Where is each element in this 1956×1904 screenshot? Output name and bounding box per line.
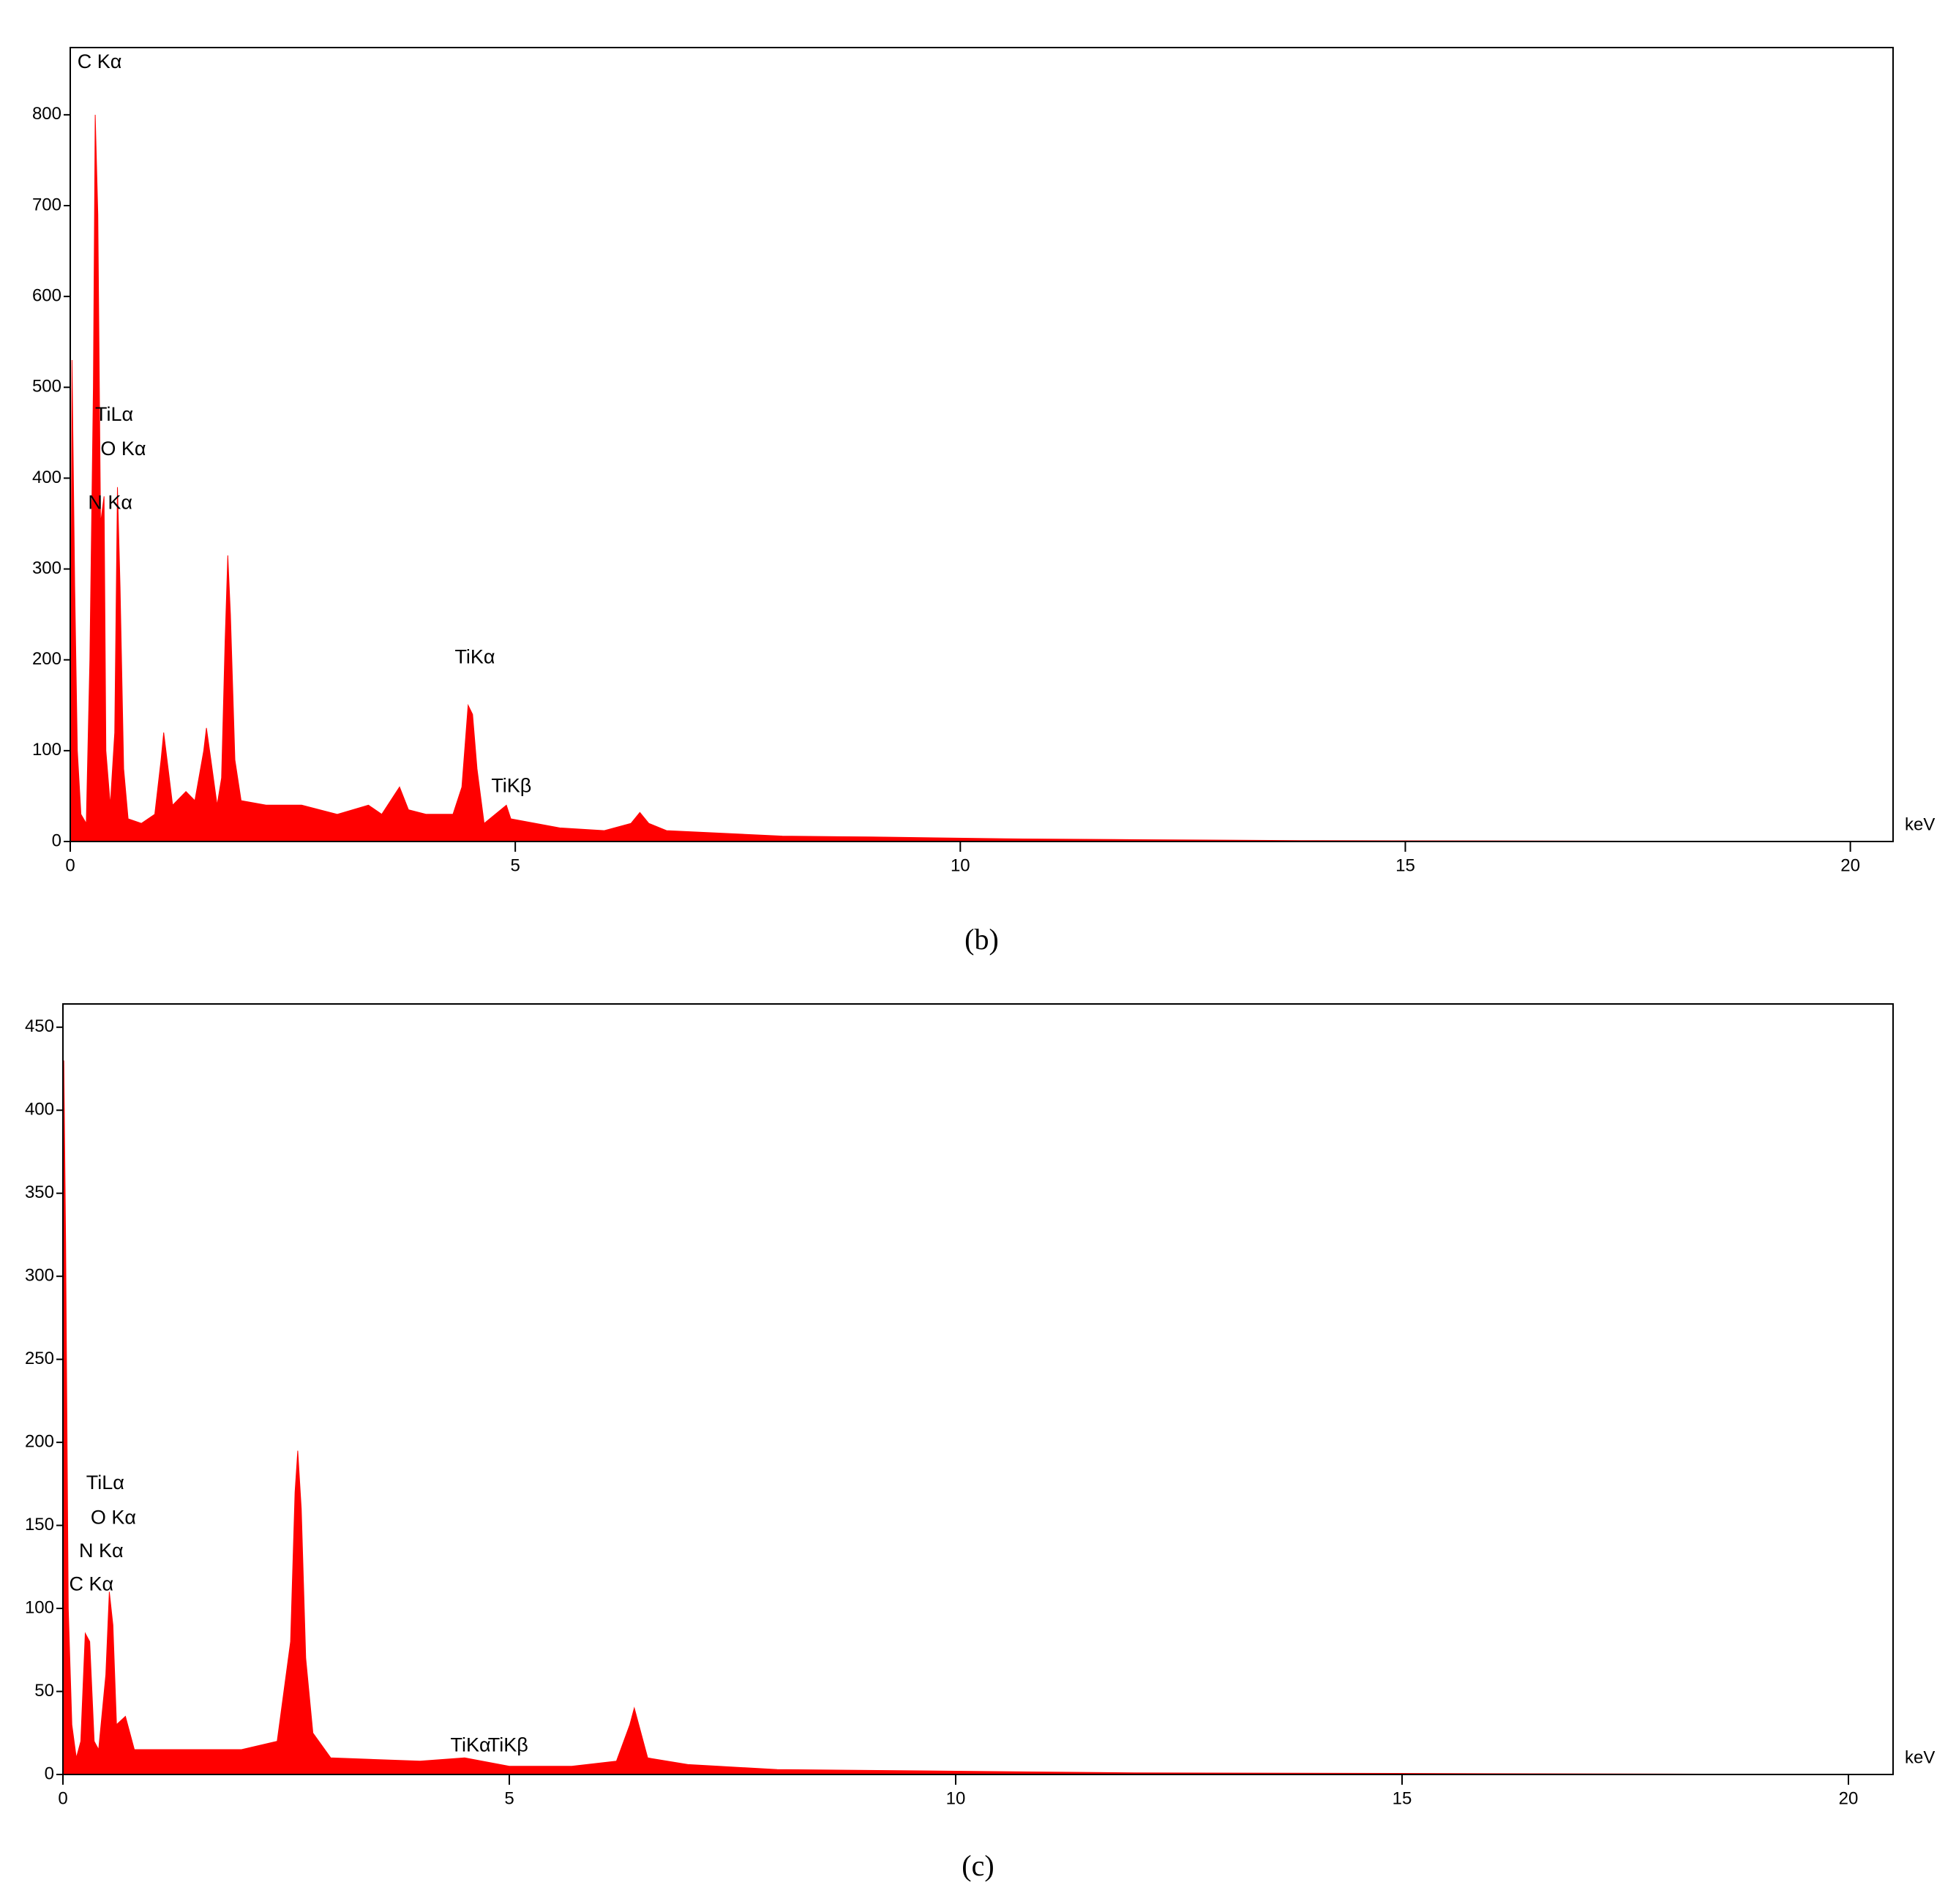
y-tick-label: 200 <box>32 649 61 669</box>
y-tick-label: 150 <box>25 1515 54 1534</box>
y-tick-label: 400 <box>25 1100 54 1120</box>
peak-label: TiKβ <box>491 775 531 797</box>
x-axis-label: keV <box>1905 814 1935 834</box>
panel-caption: (c) <box>962 1849 994 1882</box>
peak-label: O Kα <box>91 1507 136 1529</box>
spectrum-area <box>62 1060 1849 1775</box>
y-tick-label: 450 <box>25 1016 54 1036</box>
peak-label: TiKβ <box>488 1734 528 1756</box>
plot-frame <box>70 47 1894 842</box>
y-tick-label: 100 <box>25 1597 54 1617</box>
x-tick-label: 5 <box>504 1788 514 1808</box>
plot-frame <box>62 1003 1894 1775</box>
peak-label: TiLα <box>86 1472 124 1493</box>
y-tick-label: 0 <box>52 831 61 850</box>
x-tick-label: 0 <box>58 1788 67 1808</box>
x-tick-label: 10 <box>946 1788 966 1808</box>
x-axis-label: keV <box>1905 1747 1935 1767</box>
y-tick-label: 0 <box>45 1764 54 1783</box>
y-tick-label: 100 <box>32 740 61 760</box>
y-tick-label: 700 <box>32 195 61 214</box>
y-tick-label: 300 <box>25 1266 54 1286</box>
x-tick-label: 15 <box>1395 855 1415 875</box>
y-tick-label: 200 <box>25 1431 54 1451</box>
y-tick-label: 800 <box>32 104 61 124</box>
chart-panel: 0 50 100 150 200 250 300 350 400 450 0 5 10 15 20 keV Ti… <box>25 1003 1935 1882</box>
chart-panel: 0 100 200 300 400 500 600 700 800 0 5 10 15 20 keV C Kα… <box>32 47 1935 956</box>
x-tick-label: 10 <box>951 855 970 875</box>
y-tick-label: 400 <box>32 468 61 487</box>
peak-label: TiLα <box>95 403 133 425</box>
x-tick-label: 15 <box>1393 1788 1412 1808</box>
peak-label: C Kα <box>70 1573 114 1594</box>
spectrum-area <box>70 114 1851 842</box>
panel-caption: (b) <box>964 923 999 956</box>
y-tick-label: 50 <box>34 1681 54 1701</box>
peak-label: N Kα <box>88 491 132 513</box>
y-tick-label: 600 <box>32 285 61 305</box>
y-tick-label: 500 <box>32 377 61 397</box>
peak-label: TiKα <box>450 1734 490 1756</box>
y-tick-label: 250 <box>25 1349 54 1368</box>
x-tick-label: 20 <box>1839 1788 1859 1808</box>
peak-label: C Kα <box>78 50 122 72</box>
peak-label: TiKα <box>454 645 495 667</box>
x-tick-label: 20 <box>1840 855 1860 875</box>
x-tick-label: 0 <box>65 855 75 875</box>
x-tick-label: 5 <box>510 855 520 875</box>
y-tick-label: 350 <box>25 1182 54 1202</box>
peak-label: N Kα <box>79 1540 124 1562</box>
peak-label: O Kα <box>100 438 146 460</box>
y-tick-label: 300 <box>32 558 61 578</box>
